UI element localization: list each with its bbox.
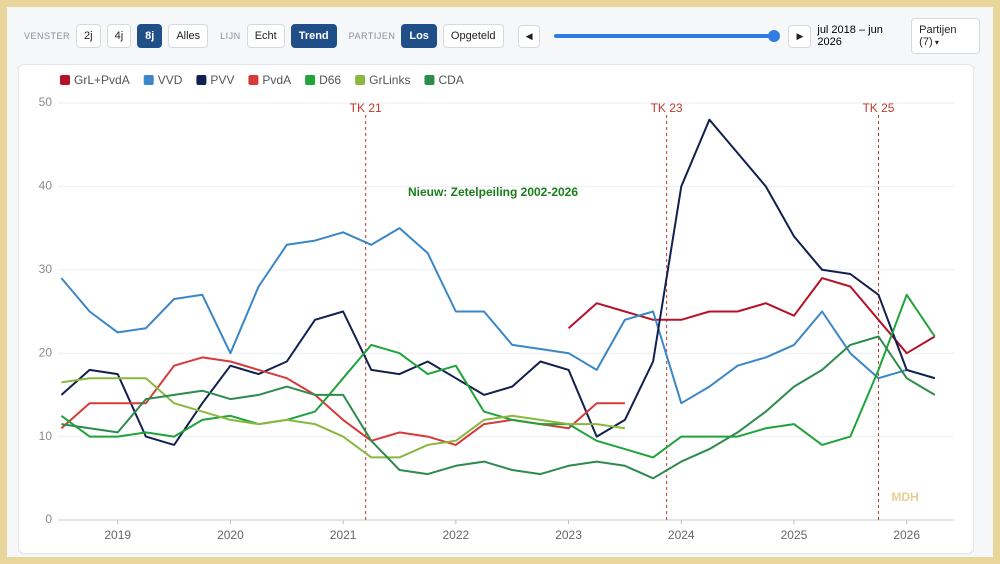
legend-swatch	[143, 75, 154, 85]
y-tick-label: 30	[39, 262, 53, 276]
series-line	[61, 377, 626, 459]
parties-button[interactable]: Partijen (7) ▾	[911, 18, 980, 54]
x-tick-label: 2022	[442, 528, 469, 542]
range-label: jul 2018 – jun 2026	[817, 24, 883, 48]
toggle-button[interactable]: 4j	[106, 24, 132, 48]
group-label: LIJN	[220, 31, 241, 41]
x-tick-label: 2021	[330, 528, 357, 542]
series-line	[60, 227, 936, 405]
panel: VENSTER 2j 4j 8j Alles LIJN Echt Trend PARTIJEN L…	[7, 7, 993, 557]
toggle-button[interactable]: Echt	[246, 24, 285, 48]
legend-label: PvdA	[262, 73, 291, 87]
toolbar: VENSTER 2j 4j 8j Alles LIJN Echt Trend PARTIJEN L…	[18, 18, 980, 54]
legend-swatch	[196, 75, 207, 85]
election-label: TK 21	[350, 101, 382, 115]
watermark: MDH	[891, 490, 918, 504]
x-tick-label: 2025	[781, 528, 808, 542]
slider-knob[interactable]	[768, 30, 781, 42]
y-tick-label: 10	[39, 429, 53, 443]
y-tick-label: 20	[39, 345, 53, 359]
series-line	[60, 118, 936, 446]
legend-label: CDA	[438, 73, 463, 87]
legend-label: GrL+PvdA	[74, 73, 130, 87]
group-label: PARTIJEN	[348, 31, 396, 41]
legend-swatch	[248, 75, 259, 85]
toggle-button[interactable]: 2j	[76, 24, 101, 48]
toggle-button[interactable]: Trend	[290, 24, 337, 48]
series-line	[567, 277, 936, 355]
series-line	[61, 335, 936, 480]
x-tick-label: 2020	[217, 528, 244, 542]
legend-swatch	[60, 75, 70, 85]
series-line	[60, 293, 936, 459]
toggle-button[interactable]: Opgeteld	[442, 24, 504, 48]
legend-swatch	[305, 75, 316, 85]
toggle-button[interactable]: Alles	[168, 24, 209, 48]
legend-label: D66	[319, 73, 341, 87]
x-tick-label: 2019	[104, 528, 131, 542]
legend-swatch	[355, 75, 366, 85]
toggle-button[interactable]: Los	[401, 24, 437, 48]
legend-label: VVD	[158, 73, 183, 87]
next-button[interactable]: ▶	[788, 24, 812, 48]
x-tick-label: 2024	[668, 528, 695, 542]
legend-label: GrLinks	[369, 73, 410, 87]
y-tick-label: 40	[39, 179, 53, 193]
overlay-title: Nieuw: Zetelpeiling 2002-2026	[408, 185, 578, 199]
election-label: TK 23	[651, 101, 683, 115]
legend-label: PVV	[210, 73, 234, 87]
caret: ▾	[932, 38, 939, 47]
chart-card	[18, 64, 974, 554]
toggle-button[interactable]: 8j	[137, 24, 163, 48]
range-slider[interactable]	[554, 30, 781, 42]
legend-swatch	[424, 75, 435, 85]
y-tick-label: 0	[45, 512, 52, 526]
x-tick-label: 2023	[555, 528, 582, 542]
election-label: TK 25	[862, 101, 894, 115]
group-label: VENSTER	[24, 31, 71, 41]
prev-button[interactable]: ◀	[517, 24, 541, 48]
y-tick-label: 50	[39, 95, 53, 109]
x-tick-label: 2026	[893, 528, 920, 542]
